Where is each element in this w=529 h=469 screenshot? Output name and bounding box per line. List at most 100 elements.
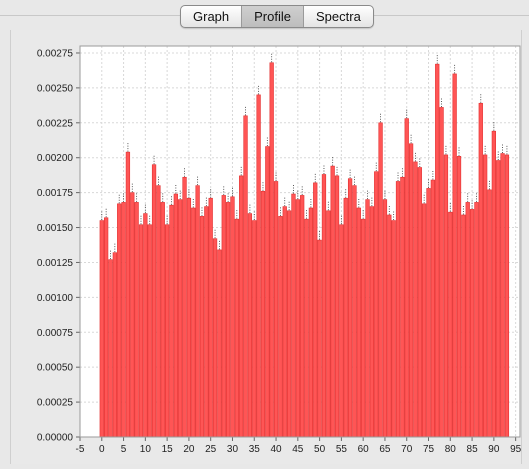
y-tick-label: 0.00175 bbox=[37, 188, 74, 199]
bar bbox=[113, 253, 117, 437]
x-tick-label: 60 bbox=[358, 444, 370, 455]
bar bbox=[475, 202, 479, 437]
bar bbox=[161, 202, 165, 437]
bar bbox=[488, 190, 492, 437]
x-tick-label: 70 bbox=[401, 444, 413, 455]
y-tick-label: 0.00275 bbox=[37, 48, 74, 59]
y-tick-label: 0.00050 bbox=[37, 363, 74, 374]
bar bbox=[335, 176, 339, 437]
tab-graph[interactable]: Graph bbox=[181, 6, 242, 27]
bar bbox=[248, 214, 252, 437]
x-tick-label: 65 bbox=[379, 444, 391, 455]
bar bbox=[483, 155, 487, 437]
bar bbox=[309, 208, 313, 437]
bar bbox=[366, 200, 370, 437]
tab-bar: Graph Profile Spectra bbox=[0, 0, 529, 32]
bar bbox=[431, 180, 435, 437]
bar bbox=[213, 239, 217, 437]
x-tick-label: 25 bbox=[205, 444, 217, 455]
y-tick-label: 0.00100 bbox=[37, 293, 74, 304]
bar bbox=[353, 186, 357, 437]
x-tick-label: 35 bbox=[249, 444, 261, 455]
bar bbox=[361, 219, 365, 437]
bar bbox=[379, 123, 383, 437]
bar bbox=[165, 225, 169, 437]
bar bbox=[401, 177, 405, 437]
bar bbox=[265, 147, 269, 437]
bar bbox=[383, 200, 387, 437]
bar bbox=[157, 186, 161, 437]
x-tick-label: 85 bbox=[467, 444, 479, 455]
bar bbox=[435, 64, 439, 437]
y-tick-label: 0.00150 bbox=[37, 223, 74, 234]
bar bbox=[191, 208, 195, 437]
bar bbox=[496, 161, 500, 437]
bar bbox=[170, 205, 174, 437]
bar bbox=[222, 195, 226, 437]
bar bbox=[348, 179, 352, 437]
bar bbox=[470, 209, 474, 437]
bar bbox=[305, 219, 309, 437]
bar bbox=[200, 216, 204, 437]
bar bbox=[409, 144, 413, 437]
x-tick-label: 10 bbox=[140, 444, 152, 455]
tab-profile[interactable]: Profile bbox=[242, 6, 304, 27]
x-tick-label: 50 bbox=[314, 444, 326, 455]
bar bbox=[462, 215, 466, 437]
bar bbox=[122, 202, 126, 437]
bar bbox=[387, 215, 391, 437]
bar bbox=[178, 200, 182, 437]
bar bbox=[322, 174, 326, 437]
bar bbox=[374, 172, 378, 437]
bar bbox=[427, 188, 431, 437]
bar bbox=[148, 225, 152, 437]
x-tick-label: 95 bbox=[510, 444, 521, 455]
x-tick-label: 0 bbox=[99, 444, 105, 455]
bar bbox=[274, 181, 278, 437]
bar bbox=[340, 225, 344, 437]
bar bbox=[287, 211, 291, 437]
bar bbox=[174, 194, 178, 437]
bar bbox=[270, 63, 274, 437]
bar bbox=[440, 107, 444, 437]
bar bbox=[331, 166, 335, 437]
tab-spectra[interactable]: Spectra bbox=[304, 6, 373, 27]
profile-panel: 0.00000 0.00025 0.00050 0.00075 0.00100 0.001… bbox=[10, 30, 522, 464]
bar bbox=[100, 221, 104, 437]
y-tick-label: 0.00025 bbox=[37, 398, 74, 409]
bar bbox=[144, 214, 148, 437]
x-tick-label: 40 bbox=[270, 444, 282, 455]
bar bbox=[300, 195, 304, 437]
x-tick-label: 75 bbox=[423, 444, 435, 455]
profile-bar-chart: 0.00000 0.00025 0.00050 0.00075 0.00100 0.001… bbox=[11, 30, 521, 464]
bar bbox=[218, 250, 222, 437]
bar bbox=[357, 208, 361, 437]
bar bbox=[396, 181, 400, 437]
bar bbox=[344, 198, 348, 437]
x-tick-label: 80 bbox=[445, 444, 457, 455]
bar bbox=[326, 211, 330, 437]
x-tick-label: 30 bbox=[227, 444, 239, 455]
bar bbox=[370, 207, 374, 437]
bar bbox=[318, 240, 322, 437]
x-tick-label: 90 bbox=[488, 444, 500, 455]
x-tick-label: 45 bbox=[292, 444, 304, 455]
y-tick-label: 0.00125 bbox=[37, 258, 74, 269]
bar bbox=[479, 103, 483, 437]
bar bbox=[283, 207, 287, 437]
bar bbox=[231, 197, 235, 437]
bar bbox=[239, 176, 243, 437]
bar bbox=[422, 204, 426, 437]
bar bbox=[205, 207, 209, 437]
bar bbox=[252, 221, 256, 437]
bar bbox=[466, 202, 470, 437]
x-tick-label: -5 bbox=[76, 444, 85, 455]
bar bbox=[505, 155, 509, 437]
bar bbox=[444, 155, 448, 437]
bar bbox=[104, 218, 108, 437]
x-tick-label: 20 bbox=[183, 444, 195, 455]
bar bbox=[257, 95, 261, 437]
bar bbox=[209, 198, 213, 437]
bar bbox=[292, 194, 296, 437]
x-tick-label: 5 bbox=[121, 444, 127, 455]
